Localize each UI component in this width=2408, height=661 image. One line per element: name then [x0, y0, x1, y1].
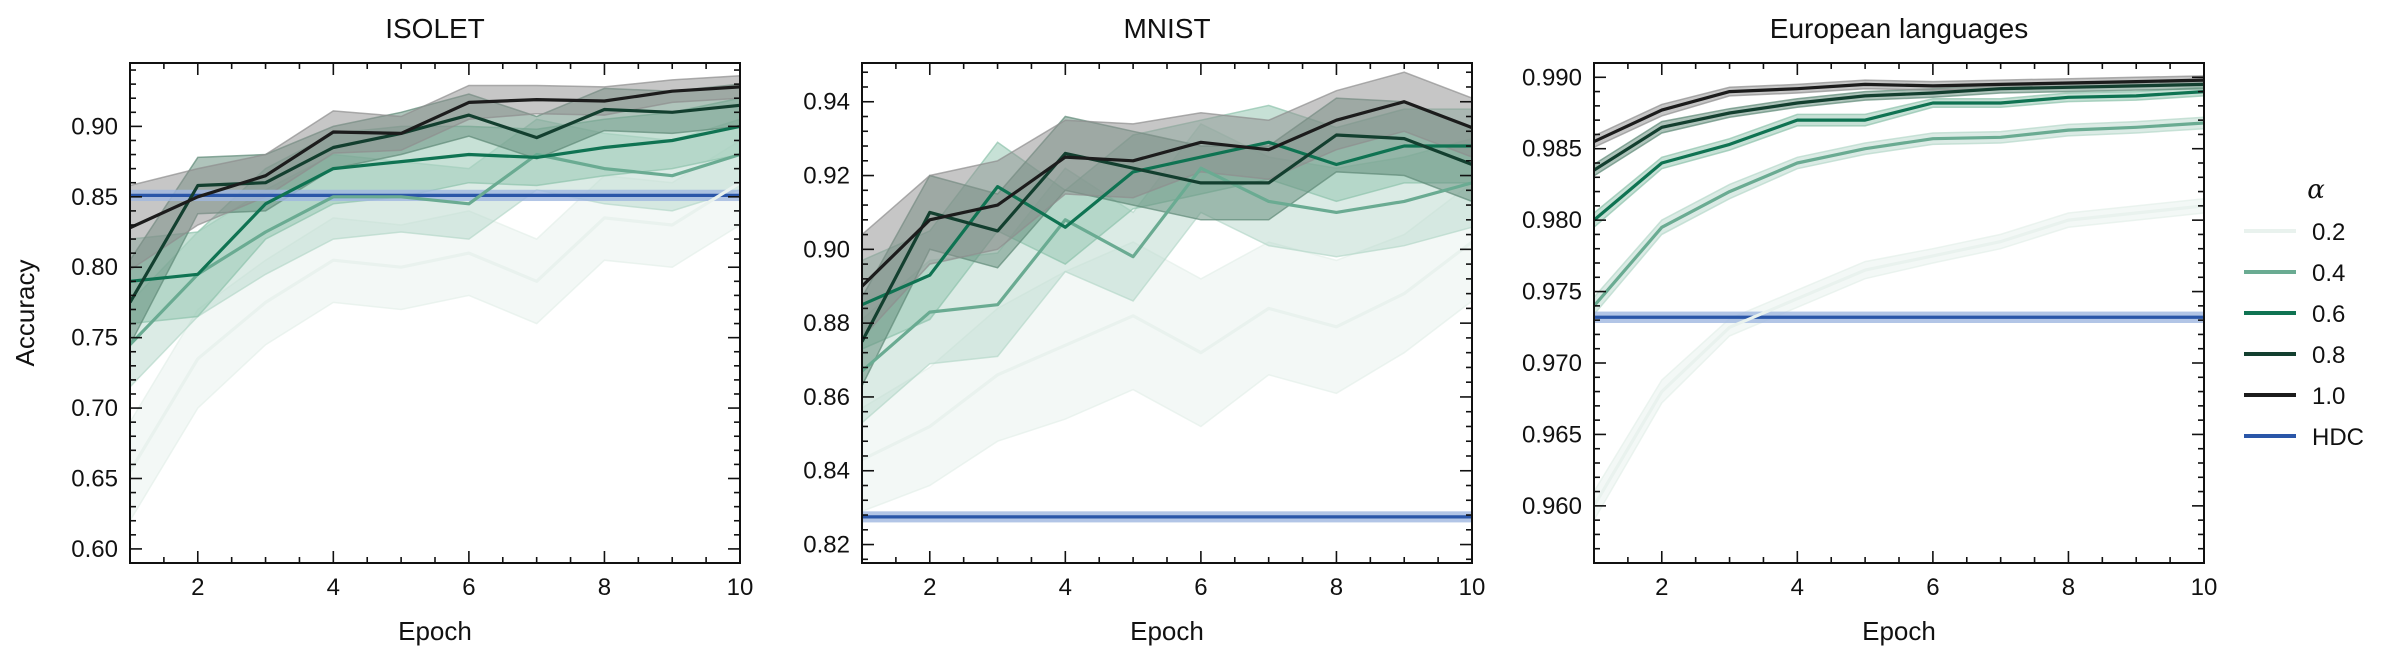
x-tick-label: 4 — [1791, 574, 1804, 601]
chart-title: MNIST — [1123, 13, 1210, 44]
series-band-1.0 — [130, 74, 740, 271]
y-tick-label: 0.94 — [803, 89, 850, 116]
x-tick-label: 8 — [1330, 574, 1343, 601]
y-tick-label: 0.980 — [1522, 207, 1582, 234]
series-band-0.8 — [1594, 79, 2204, 177]
series-line-0.4 — [862, 166, 1472, 373]
y-tick-label: 0.960 — [1522, 493, 1582, 520]
x-axis-label: Epoch — [1862, 616, 1936, 646]
x-tick-label: 4 — [1059, 574, 1072, 601]
series-line-1.0 — [1594, 78, 2204, 144]
y-tick-label: 0.75 — [71, 325, 118, 352]
x-tick-label: 2 — [923, 574, 936, 601]
series-line-0.6 — [862, 140, 1472, 307]
x-tick-label: 6 — [1926, 574, 1939, 601]
series-line-0.6 — [1594, 90, 2204, 222]
x-tick-label: 2 — [191, 574, 204, 601]
legend-label-0.6: 0.6 — [2312, 301, 2345, 328]
series-band-0.2 — [1594, 197, 2204, 522]
chart-panel-2: 2 4 6 8 10 0.82 0.84 0.86 0.88 0.90 0.92 0.94 MNIST E… — [803, 13, 1485, 646]
y-tick-label: 0.82 — [803, 532, 850, 559]
plot-area — [862, 71, 1472, 523]
y-tick-label: 0.80 — [71, 254, 118, 281]
series-band-0.6 — [1594, 86, 2204, 229]
chart-panel-3: 2 4 6 8 10 0.960 0.965 0.970 0.975 0.980 0.985 0.99… — [1522, 13, 2217, 646]
y-axis-label: Accuracy — [10, 260, 40, 367]
x-tick-label: 4 — [327, 574, 340, 601]
legend: α 0.2 0.4 0.6 0.8 1.0 HDC — [2244, 175, 2364, 451]
y-tick-label: 0.60 — [71, 536, 118, 563]
plot-area — [130, 74, 740, 523]
x-axis-label: Epoch — [1130, 616, 1204, 646]
y-tick-label: 0.90 — [71, 113, 118, 140]
chart-title: ISOLET — [385, 13, 485, 44]
y-tick-label: 0.65 — [71, 465, 118, 492]
x-tick-label: 6 — [462, 574, 475, 601]
x-tick-label: 8 — [2062, 574, 2075, 601]
y-tick-label: 0.975 — [1522, 279, 1582, 306]
y-tick-label: 0.85 — [71, 184, 118, 211]
series-band-0.4 — [1594, 116, 2204, 316]
y-tick-label: 0.92 — [803, 163, 850, 190]
x-tick-label: 10 — [727, 574, 754, 601]
y-tick-label: 0.84 — [803, 458, 850, 485]
x-tick-label: 10 — [1459, 574, 1486, 601]
series-line-0.6 — [130, 124, 740, 283]
plot-area — [1594, 75, 2204, 522]
series-line-0.8 — [1594, 82, 2204, 172]
chart-title: European languages — [1770, 13, 2028, 44]
series-line-0.2 — [1594, 204, 2204, 507]
legend-label-0.4: 0.4 — [2312, 260, 2345, 287]
x-tick-label: 8 — [598, 574, 611, 601]
chart-panel-1: 2 4 6 8 10 0.60 0.65 0.70 0.75 0.80 0.85 0.90 ISOLET… — [10, 13, 753, 646]
y-tick-label: 0.970 — [1522, 350, 1582, 377]
y-tick-label: 0.88 — [803, 310, 850, 337]
y-tick-label: 0.990 — [1522, 64, 1582, 91]
series-line-0.4 — [1594, 121, 2204, 307]
x-tick-label: 6 — [1194, 574, 1207, 601]
y-tick-label: 0.985 — [1522, 136, 1582, 163]
series-band-1.0 — [1594, 75, 2204, 149]
y-tick-label: 0.90 — [803, 236, 850, 263]
y-tick-label: 0.86 — [803, 384, 850, 411]
legend-label-HDC: HDC — [2312, 424, 2364, 451]
series-line-1.0 — [130, 85, 740, 230]
series-line-0.2 — [862, 240, 1472, 462]
legend-label-0.2: 0.2 — [2312, 219, 2345, 246]
x-tick-label: 10 — [2191, 574, 2218, 601]
x-tick-label: 2 — [1655, 574, 1668, 601]
legend-label-1.0: 1.0 — [2312, 383, 2345, 410]
x-axis-label: Epoch — [398, 616, 472, 646]
series-line-0.8 — [862, 133, 1472, 343]
series-line-0.8 — [130, 103, 740, 304]
legend-title: α — [2307, 175, 2325, 205]
series-line-1.0 — [862, 100, 1472, 288]
series-line-0.4 — [130, 152, 740, 346]
series-band-1.0 — [862, 71, 1472, 340]
legend-label-0.8: 0.8 — [2312, 342, 2345, 369]
y-tick-label: 0.70 — [71, 395, 118, 422]
series-line-0.2 — [130, 181, 740, 473]
y-tick-label: 0.965 — [1522, 421, 1582, 448]
